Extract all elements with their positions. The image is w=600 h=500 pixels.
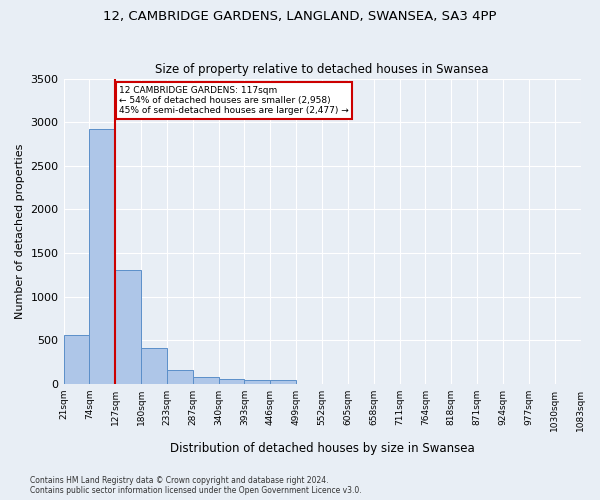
Bar xyxy=(89,129,115,384)
Bar xyxy=(218,379,244,384)
Text: Contains HM Land Registry data © Crown copyright and database right 2024.
Contai: Contains HM Land Registry data © Crown c… xyxy=(30,476,362,495)
Title: Size of property relative to detached houses in Swansea: Size of property relative to detached ho… xyxy=(155,63,489,76)
Bar xyxy=(115,270,141,384)
Bar xyxy=(167,370,193,384)
Bar xyxy=(141,348,167,384)
Bar xyxy=(193,377,218,384)
X-axis label: Distribution of detached houses by size in Swansea: Distribution of detached houses by size … xyxy=(170,442,475,455)
Bar xyxy=(64,335,89,384)
Bar xyxy=(271,380,296,384)
Bar xyxy=(244,380,271,384)
Y-axis label: Number of detached properties: Number of detached properties xyxy=(15,144,25,319)
Text: 12 CAMBRIDGE GARDENS: 117sqm
← 54% of detached houses are smaller (2,958)
45% of: 12 CAMBRIDGE GARDENS: 117sqm ← 54% of de… xyxy=(119,86,349,116)
Text: 12, CAMBRIDGE GARDENS, LANGLAND, SWANSEA, SA3 4PP: 12, CAMBRIDGE GARDENS, LANGLAND, SWANSEA… xyxy=(103,10,497,23)
